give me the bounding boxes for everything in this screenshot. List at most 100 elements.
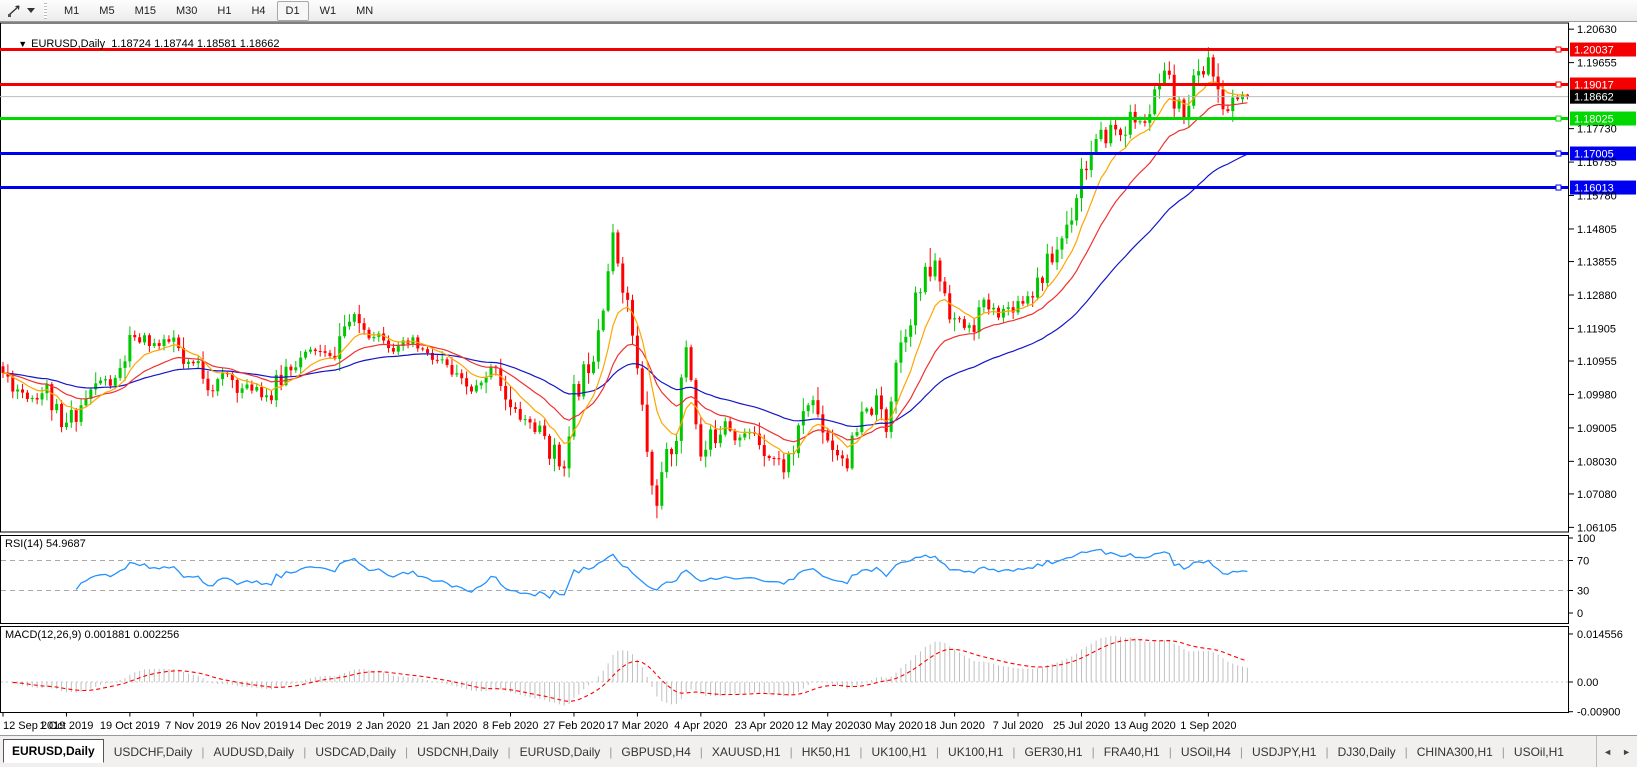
tab-separator: |	[507, 744, 511, 759]
tab-separator: |	[1501, 744, 1505, 759]
chart-tabbar: EURUSD,Daily USDCHF,Daily | AUDUSD,Daily | US…	[0, 735, 1637, 767]
date-axis-tick: 30 May 2020	[859, 720, 923, 732]
price-axis-tick: 1.16755	[1577, 157, 1617, 169]
date-axis-tick: 4 Apr 2020	[674, 720, 727, 732]
price-axis-tick: 1.11905	[1577, 323, 1616, 335]
tab-separator: |	[935, 744, 940, 759]
timeframe-button-h4[interactable]: H4	[242, 1, 274, 21]
date-axis-tick: 26 Nov 2019	[226, 720, 288, 732]
date-axis-tick: 12 Sep 2019	[3, 720, 65, 732]
timeframe-button-d1[interactable]: D1	[276, 0, 309, 21]
chart-workspace[interactable]: 1.20037 1.19017 1.18025 1.17005 1.16013 1.186…	[0, 22, 1637, 735]
price-axis-tick: 1.19655	[1577, 58, 1617, 70]
date-axis-tick: 1 Sep 2020	[1180, 720, 1236, 732]
current-price-label: 1.18662	[1574, 92, 1614, 104]
price-axis-tick: 1.08030	[1577, 456, 1617, 468]
price-axis-tick: 1.14805	[1577, 224, 1617, 236]
toolbar-grip	[44, 2, 47, 19]
ma-slow-line[interactable]	[2, 153, 1248, 428]
price-axis-tick: 1.09980	[1577, 389, 1617, 401]
timeframe-button-m1[interactable]: M1	[55, 1, 88, 21]
timeframe-button-mn[interactable]: MN	[347, 1, 382, 21]
price-axis-tick: 1.17730	[1577, 124, 1617, 136]
rsi-axis-tick: 30	[1577, 586, 1589, 598]
chart-tab-4-usdcnh-daily[interactable]: USDCNH,Daily	[417, 744, 499, 759]
chevron-down-icon[interactable]	[27, 8, 35, 13]
tabs-scroll-right-icon[interactable]: ►	[1622, 746, 1631, 757]
ma-medium-line[interactable]	[2, 102, 1248, 443]
macd-axis-tick: -0.00900	[1577, 707, 1620, 719]
date-axis-tick: 12 May 2020	[796, 720, 860, 732]
macd-histogram	[12, 635, 1248, 706]
line-handle[interactable]	[1555, 46, 1562, 53]
chart-tab-16-china300-h1[interactable]: CHINA300,H1	[1416, 744, 1493, 759]
date-axis-tick: 2 Jan 2020	[356, 720, 410, 732]
timeframe-button-m30[interactable]: M30	[167, 1, 206, 21]
chart-tab-14-usdjpy-h1[interactable]: USDJPY,H1	[1251, 744, 1317, 759]
line-handle[interactable]	[1555, 115, 1562, 122]
line-handle[interactable]	[1555, 184, 1562, 191]
line-studies-tool-button[interactable]	[4, 2, 38, 19]
date-axis-tick: 23 Apr 2020	[735, 720, 794, 732]
macd-pane-border	[0, 626, 1569, 713]
price-axis-tick: 1.06105	[1577, 522, 1617, 534]
tabs-scroll-left-icon[interactable]: ◄	[1603, 746, 1613, 757]
chart-tab-11-ger30-h1[interactable]: GER30,H1	[1024, 744, 1083, 759]
timeframe-button-m15[interactable]: M15	[126, 1, 165, 21]
price-line-2-box	[1570, 111, 1636, 126]
price-line-1-label: 1.19017	[1574, 79, 1614, 91]
chart-tab-2-audusd-daily[interactable]: AUDUSD,Daily	[213, 744, 295, 759]
date-axis-tick: 21 Jan 2020	[417, 720, 478, 732]
date-axis-tick: 8 Feb 2020	[483, 720, 539, 732]
price-axis-tick: 1.09005	[1577, 423, 1617, 435]
tab-separator: |	[405, 744, 409, 759]
line-handle[interactable]	[1555, 81, 1562, 88]
price-chart-svg[interactable]: 1.20037 1.19017 1.18025 1.17005 1.16013 1.186…	[0, 22, 1637, 735]
chart-tab-12-fra40-h1[interactable]: FRA40,H1	[1103, 744, 1160, 759]
toolbar: M1 M5 M15 M30 H1 H4 D1 W1 MN	[0, 0, 1637, 22]
chart-tab-17-usoil-h1[interactable]: USOil,H1	[1513, 744, 1564, 759]
chart-tab-7-xauusd-h1[interactable]: XAUUSD,H1	[711, 744, 781, 759]
chart-tab-10-uk100-h1[interactable]: UK100,H1	[948, 744, 1004, 759]
line-handle[interactable]	[1555, 150, 1562, 157]
date-axis-tick: 13 Aug 2020	[1114, 720, 1176, 732]
price-line-3-label: 1.17005	[1574, 149, 1614, 161]
date-axis-tick: 19 Oct 2019	[100, 720, 160, 732]
timeframe-button-h1[interactable]: H1	[208, 1, 240, 21]
chart-tab-8-hk50-h1[interactable]: HK50,H1	[801, 744, 851, 759]
tab-separator: |	[609, 744, 613, 759]
chart-tab-1-usdchf-daily[interactable]: USDCHF,Daily	[113, 744, 193, 759]
rsi-axis-tick: 0	[1577, 608, 1583, 620]
timeframe-button-w1[interactable]: W1	[311, 1, 346, 21]
timeframe-button-m5[interactable]: M5	[90, 1, 123, 21]
current-price-box	[1570, 89, 1636, 104]
date-axis-tick: 14 Dec 2019	[289, 720, 351, 732]
price-line-2-label: 1.18025	[1574, 114, 1614, 126]
ma-fast-line[interactable]	[2, 80, 1248, 455]
chart-tab-6-gbpusd-h4[interactable]: GBPUSD,H4	[621, 744, 691, 759]
tab-separator: |	[201, 744, 205, 759]
date-axis-tick: 25 Jul 2020	[1053, 720, 1110, 732]
tab-separator: |	[1404, 744, 1408, 759]
macd-axis-tick: 0.00	[1577, 677, 1598, 689]
chart-tab-0-eurusd-daily[interactable]: EURUSD,Daily	[3, 738, 104, 763]
main-pane-border	[0, 22, 1569, 533]
line-studies-icon	[8, 5, 20, 17]
tab-separator: |	[1239, 744, 1243, 759]
tab-separator: |	[1091, 744, 1095, 759]
rsi-pane-border	[0, 535, 1569, 624]
chart-tab-3-usdcad-daily[interactable]: USDCAD,Daily	[315, 744, 396, 759]
date-axis-tick: 17 Mar 2020	[607, 720, 669, 732]
date-axis-tick: 27 Feb 2020	[543, 720, 605, 732]
rsi-line	[75, 548, 1248, 600]
chart-tab-9-uk100-h1[interactable]: UK100,H1	[871, 744, 927, 759]
chart-tab-15-dj30-daily[interactable]: DJ30,Daily	[1337, 744, 1396, 759]
macd-axis-tick: 0.014556	[1577, 629, 1623, 641]
tab-separator: |	[859, 744, 863, 759]
tab-separator: |	[789, 744, 793, 759]
price-line-3-box	[1570, 146, 1636, 161]
chart-tab-13-usoil-h4[interactable]: USOil,H4	[1180, 744, 1231, 759]
tab-separator: |	[303, 744, 307, 759]
price-axis-tick: 1.12880	[1577, 290, 1617, 302]
chart-tab-5-eurusd-daily[interactable]: EURUSD,Daily	[519, 744, 601, 759]
